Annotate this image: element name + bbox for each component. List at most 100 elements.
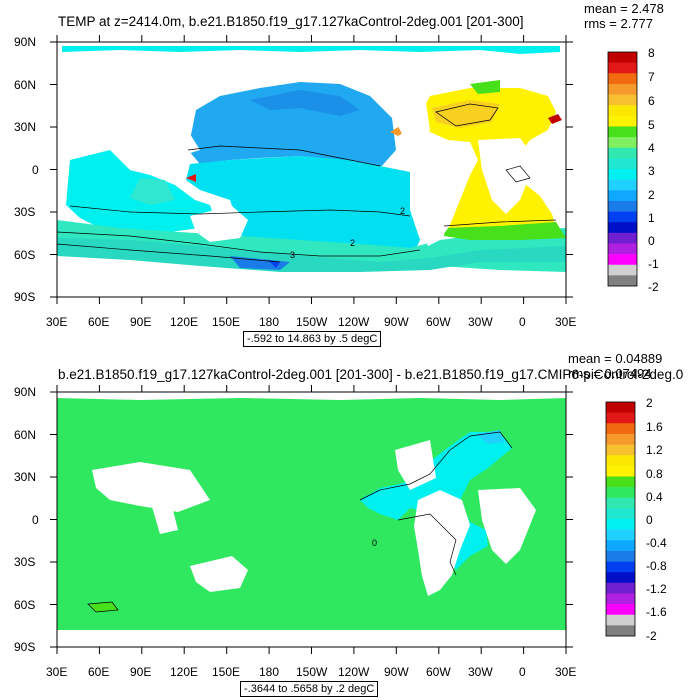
lat-label: 30N bbox=[14, 470, 37, 484]
colorbar-swatch bbox=[608, 179, 637, 191]
colorbar-label: 8 bbox=[648, 46, 655, 60]
lat-label: 30N bbox=[14, 120, 37, 134]
colorbar-swatch bbox=[608, 222, 637, 234]
colorbar-swatch bbox=[606, 572, 635, 584]
lon-label: 150W bbox=[296, 665, 328, 679]
lon-label: 30E bbox=[46, 315, 68, 329]
colorbar-label: 6 bbox=[648, 94, 655, 108]
colorbar-swatch bbox=[606, 582, 635, 594]
colorbar-swatch bbox=[608, 190, 637, 202]
panel2-mean: mean = 0.04889 bbox=[568, 351, 663, 366]
panel2-contour-label: 0 bbox=[372, 538, 377, 548]
colorbar-swatch bbox=[608, 137, 637, 149]
lon-label: 30E bbox=[555, 315, 577, 329]
lon-label: 60E bbox=[88, 665, 110, 679]
panel2-contours bbox=[87, 431, 513, 613]
colorbar-label: 0 bbox=[648, 234, 655, 248]
colorbar-swatch bbox=[608, 105, 637, 117]
lat-label: 90N bbox=[14, 385, 37, 399]
panel1-rms: rms = 2.777 bbox=[584, 16, 654, 31]
colorbar-swatch bbox=[608, 254, 637, 266]
colorbar-swatch bbox=[606, 476, 635, 488]
panel1-land bbox=[57, 96, 566, 297]
lon-label: 30W bbox=[468, 665, 493, 679]
colorbar-label: 1 bbox=[648, 211, 655, 225]
colorbar-label: 2 bbox=[646, 396, 653, 410]
colorbar-swatch bbox=[606, 444, 635, 456]
colorbar-swatch bbox=[606, 529, 635, 541]
panel1-ocean-field bbox=[57, 46, 566, 272]
colorbar-label: 0 bbox=[646, 513, 653, 527]
lat-label: 60S bbox=[14, 598, 36, 612]
colorbar-label: 0.4 bbox=[646, 490, 663, 504]
colorbar-swatch bbox=[608, 73, 637, 85]
lat-label: 90S bbox=[14, 290, 36, 304]
panel2-title: b.e21.B1850.f19_g17.127kaControl-2deg.00… bbox=[58, 368, 684, 382]
colorbar-swatch bbox=[606, 433, 635, 445]
colorbar-swatch bbox=[606, 519, 635, 530]
colorbar-label: -2 bbox=[648, 280, 659, 294]
colorbar-label: 3 bbox=[648, 164, 655, 178]
panel1-title: TEMP at z=2414.0m, b.e21.B1850.f19_g17.1… bbox=[58, 14, 524, 29]
colorbar-swatch bbox=[606, 423, 635, 435]
colorbar-swatch bbox=[608, 62, 637, 74]
colorbar-swatch bbox=[606, 497, 635, 509]
lat-label: 60S bbox=[14, 248, 36, 262]
colorbar-swatch bbox=[606, 455, 635, 467]
colorbar-swatch bbox=[606, 604, 635, 616]
colorbar-label: -2 bbox=[646, 629, 657, 643]
panel2-ticks bbox=[50, 385, 573, 654]
panel1-ticks bbox=[50, 35, 573, 304]
lat-label: 30S bbox=[14, 555, 36, 569]
colorbar-swatch bbox=[608, 158, 637, 170]
colorbar-swatch bbox=[608, 243, 637, 255]
panel2-rms: rms = 0.07494 bbox=[568, 366, 652, 381]
colorbar-label: -1 bbox=[648, 257, 659, 271]
panel2-range-label: -.3644 to .5658 by .2 degC bbox=[240, 681, 379, 697]
panel1-colorbar bbox=[607, 51, 638, 287]
lon-label: 60E bbox=[88, 315, 110, 329]
lon-label: 120W bbox=[338, 315, 370, 329]
lat-label: 0 bbox=[32, 163, 39, 177]
lat-label: 0 bbox=[32, 513, 39, 527]
lat-label: 90S bbox=[14, 640, 36, 654]
lon-label: 180 bbox=[259, 315, 280, 329]
panel1-mean: mean = 2.478 bbox=[584, 1, 664, 16]
colorbar-label: 2 bbox=[648, 188, 655, 202]
panel1-contours bbox=[57, 103, 557, 263]
colorbar-label: 7 bbox=[648, 70, 655, 84]
lat-label: 30S bbox=[14, 205, 36, 219]
lon-label: 150W bbox=[296, 315, 328, 329]
colorbar-swatch bbox=[608, 126, 637, 138]
panel1-contour-label: 2 bbox=[400, 206, 405, 216]
lon-label: 150E bbox=[212, 315, 241, 329]
lon-label: 30E bbox=[46, 665, 68, 679]
panel1-contour-label: 2 bbox=[350, 238, 355, 248]
colorbar-swatch bbox=[608, 200, 637, 212]
lon-label: 30E bbox=[555, 665, 577, 679]
lon-label: 120E bbox=[170, 665, 199, 679]
lon-label: 90W bbox=[384, 315, 409, 329]
lon-label: 120W bbox=[338, 665, 370, 679]
colorbar-swatch bbox=[608, 264, 637, 276]
colorbar-label: 5 bbox=[648, 118, 655, 132]
colorbar-swatch bbox=[606, 550, 635, 562]
colorbar-swatch bbox=[606, 487, 635, 499]
colorbar-label: 0.8 bbox=[646, 467, 663, 481]
panel2-contour-labels: 0 bbox=[372, 538, 377, 548]
colorbar-label: -0.4 bbox=[646, 536, 667, 550]
colorbar-swatch bbox=[608, 169, 637, 180]
lat-label: 60N bbox=[14, 428, 37, 442]
lon-label: 60W bbox=[426, 315, 451, 329]
colorbar-swatch bbox=[608, 147, 637, 159]
lon-label: 150E bbox=[212, 665, 241, 679]
colorbar-swatch bbox=[606, 508, 635, 520]
lon-label: 90W bbox=[384, 665, 409, 679]
colorbar-label: 1.6 bbox=[646, 420, 663, 434]
colorbar-swatch bbox=[606, 593, 635, 605]
colorbar-swatch bbox=[608, 83, 637, 95]
lat-label: 90N bbox=[14, 35, 37, 49]
colorbar-swatch bbox=[608, 275, 637, 287]
panel1-contour-label: 3 bbox=[290, 250, 295, 260]
colorbar-swatch bbox=[608, 52, 637, 63]
